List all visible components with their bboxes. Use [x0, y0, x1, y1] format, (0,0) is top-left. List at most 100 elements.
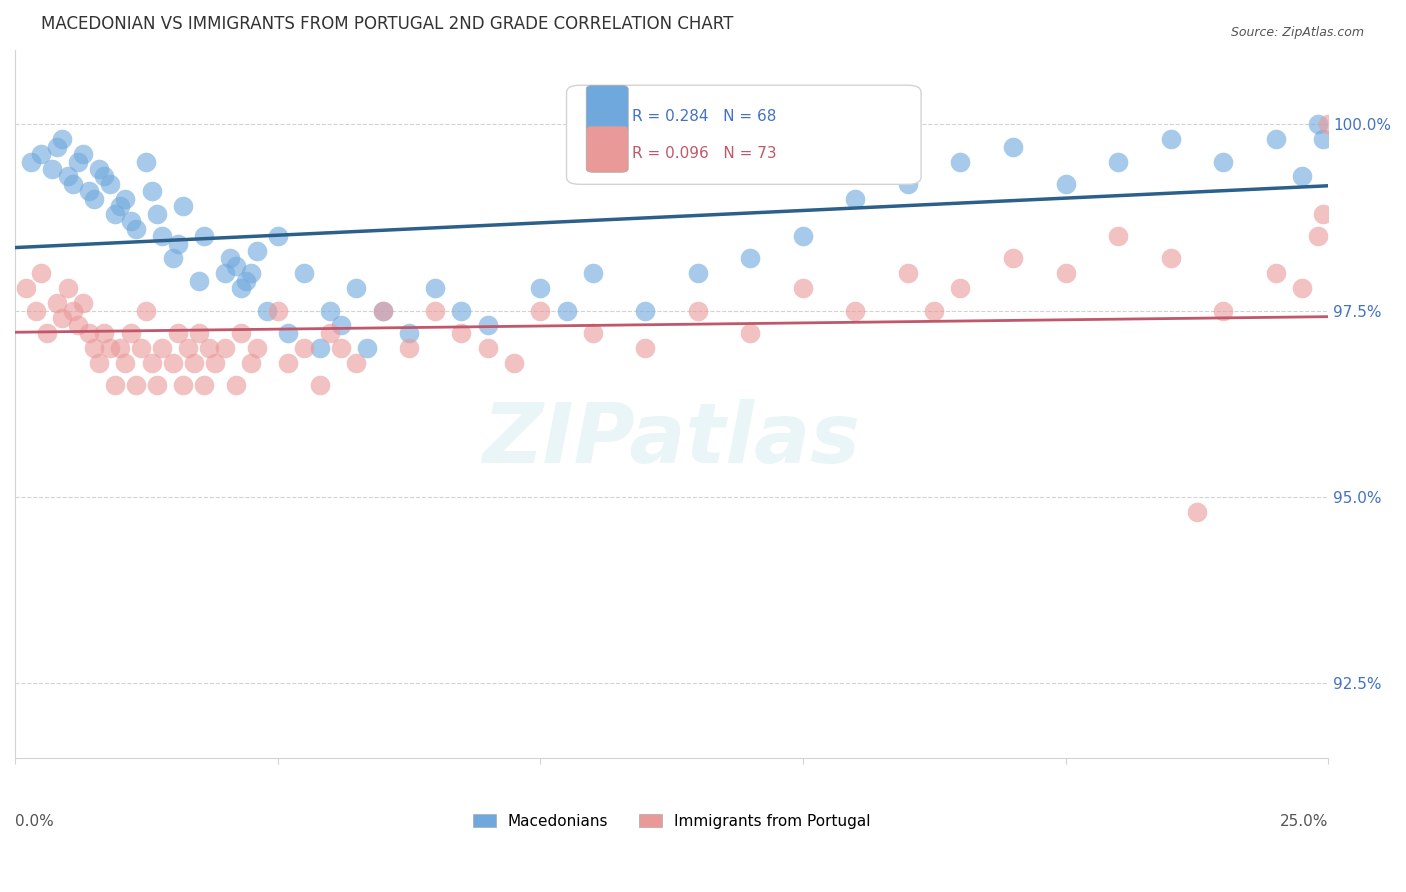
- Point: [308, 378, 330, 392]
- Point: [344, 356, 367, 370]
- Point: [740, 326, 762, 340]
- Text: 25.0%: 25.0%: [1279, 814, 1329, 830]
- Point: [1160, 132, 1182, 146]
- Point: [187, 274, 209, 288]
- Point: [949, 154, 972, 169]
- Point: [46, 296, 69, 310]
- Point: [166, 326, 188, 340]
- Point: [529, 281, 551, 295]
- Point: [172, 199, 194, 213]
- Text: ZIPatlas: ZIPatlas: [482, 399, 860, 480]
- Point: [229, 326, 252, 340]
- Point: [582, 326, 605, 340]
- Point: [582, 266, 605, 280]
- Point: [1001, 252, 1024, 266]
- Point: [51, 311, 73, 326]
- Point: [1160, 252, 1182, 266]
- Point: [256, 303, 278, 318]
- Point: [162, 356, 184, 370]
- Point: [1291, 169, 1313, 184]
- Point: [46, 139, 69, 153]
- Legend: Macedonians, Immigrants from Portugal: Macedonians, Immigrants from Portugal: [467, 807, 876, 835]
- Point: [292, 341, 315, 355]
- Point: [62, 177, 84, 191]
- Point: [277, 326, 299, 340]
- Point: [162, 252, 184, 266]
- Point: [344, 281, 367, 295]
- Point: [740, 252, 762, 266]
- Point: [1306, 229, 1329, 244]
- Point: [198, 341, 221, 355]
- Point: [229, 281, 252, 295]
- Point: [529, 303, 551, 318]
- Point: [146, 207, 169, 221]
- Point: [141, 185, 163, 199]
- Point: [1107, 154, 1129, 169]
- Point: [150, 229, 173, 244]
- Text: MACEDONIAN VS IMMIGRANTS FROM PORTUGAL 2ND GRADE CORRELATION CHART: MACEDONIAN VS IMMIGRANTS FROM PORTUGAL 2…: [41, 15, 734, 33]
- Point: [1054, 266, 1077, 280]
- Point: [329, 341, 352, 355]
- Point: [425, 281, 447, 295]
- Point: [114, 356, 136, 370]
- Point: [66, 154, 89, 169]
- Point: [129, 341, 152, 355]
- Point: [225, 378, 247, 392]
- Point: [25, 303, 48, 318]
- Point: [1317, 117, 1340, 131]
- Point: [319, 303, 342, 318]
- Point: [187, 326, 209, 340]
- Point: [35, 326, 58, 340]
- Point: [20, 154, 42, 169]
- Point: [277, 356, 299, 370]
- Point: [266, 303, 288, 318]
- Point: [56, 281, 79, 295]
- Point: [108, 199, 131, 213]
- Point: [219, 252, 242, 266]
- Point: [77, 185, 100, 199]
- Point: [114, 192, 136, 206]
- Point: [108, 341, 131, 355]
- Point: [398, 326, 420, 340]
- Point: [83, 192, 105, 206]
- Point: [14, 281, 37, 295]
- Point: [120, 214, 142, 228]
- Point: [98, 177, 121, 191]
- Point: [1291, 281, 1313, 295]
- Point: [555, 303, 578, 318]
- Point: [135, 303, 157, 318]
- Point: [214, 266, 236, 280]
- Point: [319, 326, 342, 340]
- Point: [1312, 132, 1334, 146]
- Point: [141, 356, 163, 370]
- Point: [56, 169, 79, 184]
- Point: [204, 356, 226, 370]
- Point: [1107, 229, 1129, 244]
- Point: [1185, 505, 1208, 519]
- Point: [398, 341, 420, 355]
- Point: [125, 378, 148, 392]
- Point: [240, 266, 263, 280]
- Point: [177, 341, 200, 355]
- Point: [1306, 117, 1329, 131]
- Point: [450, 326, 472, 340]
- Point: [844, 192, 866, 206]
- Point: [87, 356, 110, 370]
- Point: [66, 318, 89, 333]
- Text: Source: ZipAtlas.com: Source: ZipAtlas.com: [1230, 26, 1364, 38]
- Point: [135, 154, 157, 169]
- FancyBboxPatch shape: [586, 86, 628, 131]
- Point: [146, 378, 169, 392]
- Point: [246, 341, 269, 355]
- Point: [62, 303, 84, 318]
- Point: [172, 378, 194, 392]
- Point: [30, 266, 52, 280]
- Point: [246, 244, 269, 258]
- Point: [240, 356, 263, 370]
- Point: [93, 169, 115, 184]
- Point: [104, 378, 127, 392]
- Point: [225, 259, 247, 273]
- Point: [949, 281, 972, 295]
- Point: [235, 274, 257, 288]
- Point: [1001, 139, 1024, 153]
